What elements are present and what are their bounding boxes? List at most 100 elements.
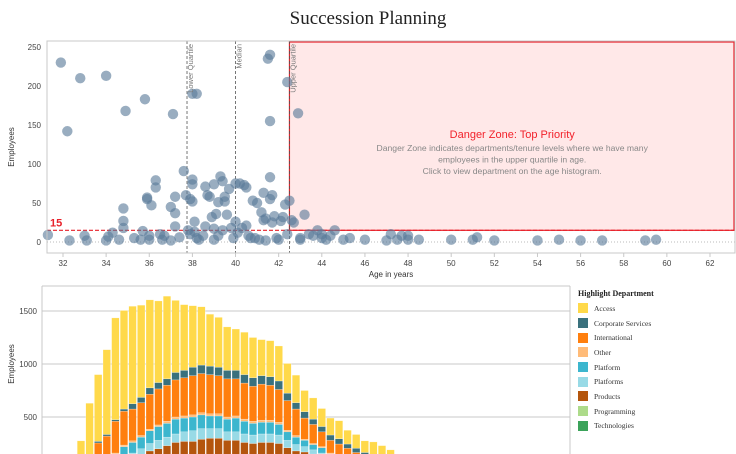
histogram-bar-segment[interactable] xyxy=(248,337,257,378)
scatter-point[interactable] xyxy=(55,57,67,68)
histogram-bar-segment[interactable] xyxy=(180,377,189,417)
histogram-bar-segment[interactable] xyxy=(205,428,214,439)
histogram-bar-segment[interactable] xyxy=(317,408,326,427)
histogram-bar-segment[interactable] xyxy=(274,424,283,436)
histogram-bar-segment[interactable] xyxy=(274,443,283,454)
histogram-bar-segment[interactable] xyxy=(154,300,163,383)
scatter-point[interactable] xyxy=(258,187,269,199)
legend-item[interactable]: Other xyxy=(578,345,736,360)
histogram-bar-segment[interactable] xyxy=(335,438,344,445)
histogram-bar-segment[interactable] xyxy=(128,403,137,410)
scatter-point[interactable] xyxy=(532,235,543,246)
histogram-bar-segment[interactable] xyxy=(231,431,240,441)
scatter-point[interactable] xyxy=(174,232,185,243)
scatter-point[interactable] xyxy=(178,165,189,177)
histogram-bar-segment[interactable] xyxy=(300,446,309,453)
danger-zone-title[interactable]: Danger Zone: Top Priority xyxy=(450,129,576,141)
histogram-bar-segment[interactable] xyxy=(188,414,197,418)
scatter-point[interactable] xyxy=(273,234,284,245)
scatter-point[interactable] xyxy=(277,211,289,223)
histogram-bar-segment[interactable] xyxy=(266,376,275,386)
histogram-bar-segment[interactable] xyxy=(197,414,206,429)
histogram-bar-segment[interactable] xyxy=(154,382,163,390)
histogram-bar-segment[interactable] xyxy=(343,430,352,445)
histogram-bar-segment[interactable] xyxy=(119,446,128,454)
histogram-bar-segment[interactable] xyxy=(292,444,301,452)
histogram-bar-segment[interactable] xyxy=(317,447,326,454)
histogram-bar-segment[interactable] xyxy=(214,366,223,376)
scatter-point[interactable] xyxy=(575,235,586,246)
histogram-bar-segment[interactable] xyxy=(154,424,163,427)
histogram-bar-segment[interactable] xyxy=(180,415,189,419)
histogram-bar-segment[interactable] xyxy=(248,434,257,444)
legend-item[interactable]: International xyxy=(578,330,736,345)
histogram-bar-segment[interactable] xyxy=(137,397,146,403)
histogram-bar-segment[interactable] xyxy=(128,306,137,404)
histogram-bar-segment[interactable] xyxy=(343,443,352,449)
scatter-point[interactable] xyxy=(288,217,299,228)
histogram-bar-segment[interactable] xyxy=(137,448,146,454)
histogram-bar-segment[interactable] xyxy=(171,372,180,381)
histogram-bar-segment[interactable] xyxy=(266,340,275,377)
scatter-point[interactable] xyxy=(596,235,608,246)
histogram-bar-segment[interactable] xyxy=(85,403,94,454)
histogram-bar-segment[interactable] xyxy=(188,375,197,416)
histogram-bar-segment[interactable] xyxy=(240,421,249,435)
scatter-point[interactable] xyxy=(139,94,151,105)
histogram-bar-segment[interactable] xyxy=(292,435,301,438)
histogram-bar-segment[interactable] xyxy=(223,416,232,420)
scatter-point[interactable] xyxy=(118,222,129,234)
histogram-bar-segment[interactable] xyxy=(128,442,137,454)
histogram-bar-segment[interactable] xyxy=(154,440,163,450)
scatter-point[interactable] xyxy=(471,232,483,243)
histogram-bar-segment[interactable] xyxy=(360,440,369,453)
histogram-bar-segment[interactable] xyxy=(248,386,257,422)
histogram-bar-segment[interactable] xyxy=(326,417,335,436)
histogram-bar-segment[interactable] xyxy=(274,389,283,423)
histogram-bar-segment[interactable] xyxy=(257,419,266,423)
histogram-bar-segment[interactable] xyxy=(188,430,197,442)
histogram-bar-segment[interactable] xyxy=(145,387,154,395)
histogram-bar-segment[interactable] xyxy=(102,349,111,435)
scatter-point[interactable] xyxy=(219,191,230,202)
histogram-bar-segment[interactable] xyxy=(76,440,85,454)
histogram-bar-segment[interactable] xyxy=(162,385,171,422)
scatter-point[interactable] xyxy=(284,195,295,206)
histogram-bar-segment[interactable] xyxy=(240,382,249,420)
histogram-bar-segment[interactable] xyxy=(240,332,249,375)
histogram-bar-segment[interactable] xyxy=(162,421,171,424)
histogram-bar-segment[interactable] xyxy=(223,418,232,433)
histogram-bar-segment[interactable] xyxy=(300,411,309,419)
histogram-bar-segment[interactable] xyxy=(171,442,180,454)
scatter-point[interactable] xyxy=(165,235,177,246)
legend-item[interactable]: Technologies xyxy=(578,419,736,434)
histogram-bar-segment[interactable] xyxy=(154,388,163,426)
histogram-bar-segment[interactable] xyxy=(335,443,344,454)
histogram-bar-segment[interactable] xyxy=(162,423,171,438)
histogram-bar-segment[interactable] xyxy=(214,438,223,454)
histogram-bar-segment[interactable] xyxy=(214,375,223,415)
histogram-bar-segment[interactable] xyxy=(231,370,240,380)
histogram-bar-segment[interactable] xyxy=(369,441,378,454)
scatter-point[interactable] xyxy=(187,179,198,190)
histogram-bar-segment[interactable] xyxy=(335,420,344,439)
histogram-bar-segment[interactable] xyxy=(162,445,171,454)
scatter-point[interactable] xyxy=(221,209,233,220)
histogram-bar-segment[interactable] xyxy=(309,449,318,454)
histogram-bar-segment[interactable] xyxy=(111,419,120,422)
histogram-bar-segment[interactable] xyxy=(309,397,318,420)
histogram-bar-segment[interactable] xyxy=(283,400,292,431)
legend-item[interactable]: Platforms xyxy=(578,374,736,389)
histogram-bar-segment[interactable] xyxy=(257,375,266,385)
histogram-bar-segment[interactable] xyxy=(119,444,128,447)
histogram-bar-segment[interactable] xyxy=(231,415,240,419)
histogram-bar-segment[interactable] xyxy=(223,431,232,441)
histogram-bar-segment[interactable] xyxy=(292,436,301,445)
scatter-point[interactable] xyxy=(200,181,211,192)
histogram-bar-segment[interactable] xyxy=(171,379,180,418)
scatter-point[interactable] xyxy=(260,235,271,246)
histogram-bar-segment[interactable] xyxy=(145,443,154,452)
histogram-bar-segment[interactable] xyxy=(248,421,257,424)
histogram-bar-segment[interactable] xyxy=(188,416,197,431)
histogram-bar-segment[interactable] xyxy=(180,370,189,378)
